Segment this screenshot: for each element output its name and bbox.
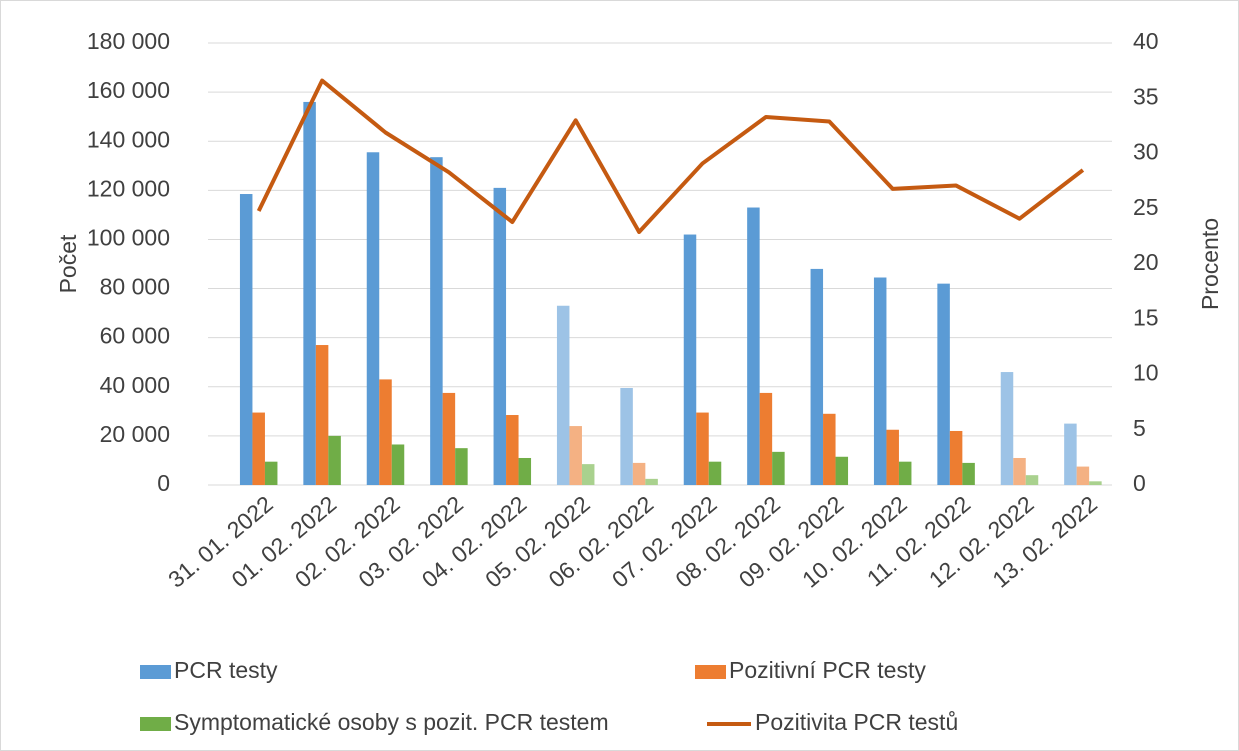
y2-tick-label: 35 <box>1133 83 1159 109</box>
bar <box>620 388 633 485</box>
bar <box>239 194 253 485</box>
bar <box>303 101 316 485</box>
bar <box>506 415 519 485</box>
legend-swatch <box>695 665 726 679</box>
bar <box>264 461 278 485</box>
y-tick-label: 40 000 <box>100 372 170 398</box>
bar <box>645 478 658 485</box>
bar <box>442 392 456 485</box>
bar <box>962 462 975 485</box>
bar <box>759 392 773 485</box>
y2-tick-label: 30 <box>1133 139 1159 165</box>
bar <box>1076 466 1090 485</box>
bar <box>898 461 912 485</box>
bar <box>252 412 265 485</box>
bar <box>1064 423 1077 485</box>
bar <box>430 157 443 485</box>
y-tick-label: 20 000 <box>100 421 170 447</box>
bar <box>835 456 849 485</box>
legend-label: Pozitivita PCR testů <box>755 709 958 735</box>
legend-label: Symptomatické osoby s pozit. PCR testem <box>174 709 609 735</box>
bar <box>379 379 392 485</box>
legend-swatch <box>140 665 171 679</box>
bar <box>632 462 646 485</box>
y-tick-label: 80 000 <box>100 274 170 300</box>
bar <box>886 429 899 485</box>
y-tick-label: 160 000 <box>87 77 170 103</box>
y-tick-label: 120 000 <box>87 175 170 201</box>
y-tick-label: 60 000 <box>100 323 170 349</box>
bar <box>1013 457 1026 485</box>
y-tick-label: 140 000 <box>87 126 170 152</box>
bar <box>569 426 582 485</box>
y2-tick-label: 15 <box>1133 304 1159 330</box>
bar <box>683 234 697 485</box>
legend-label: PCR testy <box>174 657 278 683</box>
y2-tick-label: 25 <box>1133 194 1159 220</box>
bar <box>747 207 760 485</box>
bar <box>937 283 950 485</box>
bar <box>1089 481 1102 485</box>
bar <box>518 457 532 485</box>
y2-axis-label: Procento <box>1197 218 1223 310</box>
y2-tick-label: 10 <box>1133 360 1159 386</box>
line <box>256 78 1085 234</box>
y-tick-label: 100 000 <box>87 225 170 251</box>
y-tick-label: 0 <box>157 470 170 496</box>
y2-tick-label: 0 <box>1133 470 1146 496</box>
bar <box>391 444 405 485</box>
bar <box>1000 372 1014 485</box>
bar <box>873 277 887 485</box>
bar <box>1025 475 1039 485</box>
y2-tick-label: 20 <box>1133 249 1159 275</box>
y-tick-label: 180 000 <box>87 28 170 54</box>
bar <box>696 412 709 485</box>
y2-tick-label: 40 <box>1133 28 1159 54</box>
bar <box>315 345 329 485</box>
legend-label: Pozitivní PCR testy <box>729 657 926 683</box>
bar <box>493 187 507 485</box>
bar <box>810 268 824 485</box>
bar <box>949 430 963 485</box>
bar <box>823 413 836 485</box>
legend-swatch <box>140 717 171 731</box>
y-axis-label: Počet <box>55 234 81 293</box>
bar <box>328 435 341 485</box>
bar <box>581 464 595 485</box>
y2-tick-label: 5 <box>1133 415 1146 441</box>
bar <box>455 448 468 485</box>
bar <box>708 461 722 485</box>
bar <box>556 305 570 485</box>
bar <box>772 451 785 485</box>
bar <box>366 152 380 485</box>
